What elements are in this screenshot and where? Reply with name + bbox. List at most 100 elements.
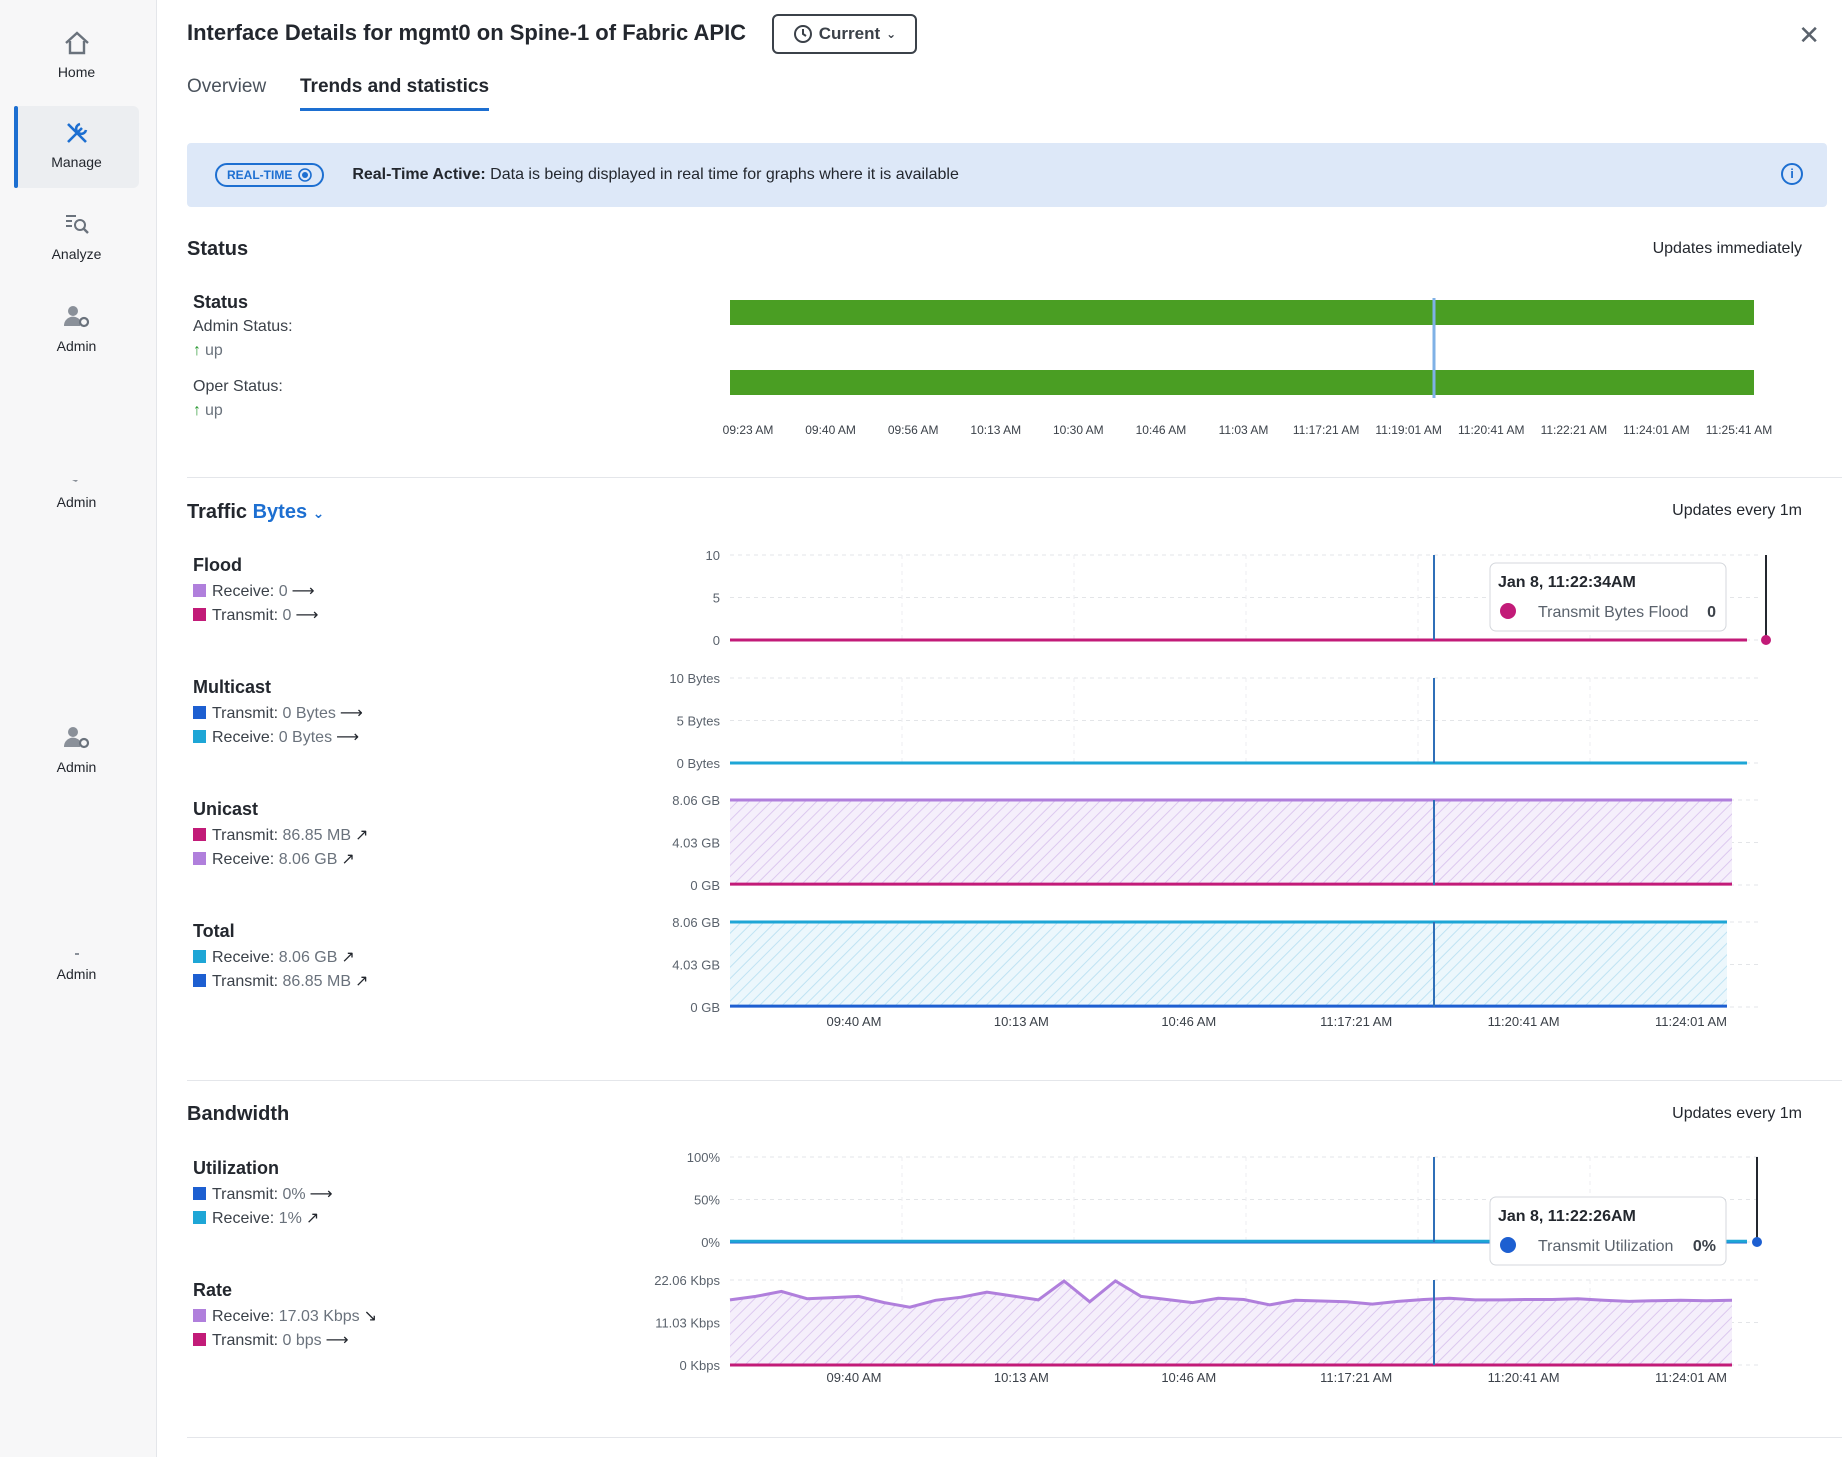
y-tick-label: 50% bbox=[694, 1193, 720, 1208]
trend-up-icon: ↗ bbox=[341, 851, 355, 868]
y-tick-label: 100% bbox=[687, 1150, 721, 1165]
traffic-charts[interactable]: 10 5 0 10 Bytes 5 Bytes 0 Bytes 8.06 GB 4.03 GB… bbox=[557, 540, 1817, 1045]
tick-label: 10:46 AM bbox=[1136, 423, 1187, 437]
rate-transmit: Transmit: 0 bps ⟶ bbox=[193, 1330, 349, 1350]
arrow-up-icon: ↑ bbox=[193, 342, 201, 359]
status-timeline[interactable]: 09:23 AM 09:40 AM 09:56 AM 10:13 AM 10:30 AM… bbox=[557, 296, 1817, 440]
legend-swatch bbox=[193, 730, 206, 743]
legend-value: 0 bbox=[278, 583, 288, 600]
realtime-message: Real-Time Active: Data is being displaye… bbox=[352, 166, 959, 184]
utilization-receive: Receive: 1% ↗ bbox=[193, 1208, 319, 1228]
tick-label: 11:22:21 AM bbox=[1541, 423, 1608, 437]
nav-admin[interactable]: Admin bbox=[14, 290, 139, 372]
tab-overview[interactable]: Overview bbox=[187, 76, 267, 97]
oper-status-value: ↑ up bbox=[193, 402, 223, 420]
traffic-unit-dropdown[interactable]: Bytes ⌄ bbox=[253, 501, 325, 523]
section-title-bandwidth: Bandwidth bbox=[187, 1103, 290, 1125]
tick-label: 10:30 AM bbox=[1053, 423, 1104, 437]
admin-status-text: up bbox=[205, 342, 223, 359]
admin-icon bbox=[63, 306, 89, 328]
info-icon[interactable]: i bbox=[1781, 163, 1803, 185]
series-line bbox=[729, 1279, 1733, 1309]
legend-swatch bbox=[193, 584, 206, 597]
nav-label: Analyze bbox=[51, 246, 102, 262]
nav-label: Admin bbox=[56, 494, 97, 510]
legend-label: Receive: bbox=[212, 949, 275, 966]
realtime-text: Data is being displayed in real time for… bbox=[485, 166, 959, 183]
admin-icon bbox=[74, 953, 79, 955]
y-tick-label: 0 GB bbox=[690, 1000, 720, 1015]
flood-receive: Receive: 0 ⟶ bbox=[193, 581, 315, 601]
admin-icon bbox=[63, 727, 89, 749]
analyze-icon bbox=[65, 215, 89, 234]
clock-icon bbox=[793, 25, 812, 43]
y-tick-label: 0% bbox=[701, 1235, 720, 1250]
tab-trends[interactable]: Trends and statistics bbox=[300, 76, 490, 111]
x-tick-label: 10:13 AM bbox=[994, 1014, 1049, 1029]
x-tick-label: 10:46 AM bbox=[1161, 1014, 1216, 1029]
status-group-title: Status bbox=[193, 292, 249, 312]
tick-label: 09:40 AM bbox=[805, 423, 856, 437]
oper-status-label: Oper Status: bbox=[193, 378, 283, 395]
tick-label: 09:56 AM bbox=[888, 423, 939, 437]
legend-label: Receive: bbox=[212, 1308, 275, 1325]
multicast-title: Multicast bbox=[193, 677, 272, 697]
rate-receive: Receive: 17.03 Kbps ↘ bbox=[193, 1306, 377, 1326]
legend-swatch bbox=[193, 1187, 206, 1200]
time-range-label: Current bbox=[818, 24, 881, 43]
arrow-right-icon: ⟶ bbox=[336, 729, 359, 746]
arrow-up-icon: ↑ bbox=[193, 402, 201, 419]
flood-transmit: Transmit: 0 ⟶ bbox=[193, 605, 318, 625]
close-icon[interactable]: ✕ bbox=[1798, 20, 1820, 50]
trend-up-icon: ↗ bbox=[341, 949, 355, 966]
y-tick-label: 4.03 GB bbox=[672, 836, 720, 851]
admin-status-label: Admin Status: bbox=[193, 318, 293, 335]
legend-value: 0 Bytes bbox=[278, 729, 333, 746]
nav-admin[interactable]: Admin bbox=[14, 446, 139, 528]
legend-value: 86.85 MB bbox=[282, 973, 352, 990]
tooltip-time: Jan 8, 11:22:26AM bbox=[1498, 1208, 1636, 1225]
time-range-button[interactable]: Current ⌄ bbox=[772, 14, 917, 54]
chevron-down-icon: ⌄ bbox=[886, 27, 897, 41]
utilization-transmit: Transmit: 0% ⟶ bbox=[193, 1184, 333, 1204]
tooltip-value: 0% bbox=[1693, 1238, 1716, 1255]
realtime-banner: REAL-TIME Real-Time Active: Data is bein… bbox=[187, 143, 1827, 207]
y-tick-label: 0 Bytes bbox=[677, 756, 721, 771]
trend-down-icon: ↘ bbox=[363, 1308, 378, 1325]
realtime-badge-label: REAL-TIME bbox=[227, 168, 293, 182]
x-tick-label: 09:40 AM bbox=[827, 1370, 882, 1385]
tick-label: 11:17:21 AM bbox=[1293, 423, 1360, 437]
legend-swatch bbox=[193, 608, 206, 621]
unicast-transmit: Transmit: 86.85 MB ↗ bbox=[193, 825, 368, 845]
bandwidth-charts[interactable]: 100% 50% 0% 22.06 Kbps 11.03 Kbps 0 Kbps 09:40… bbox=[557, 1145, 1817, 1405]
y-tick-label: 10 Bytes bbox=[669, 671, 720, 686]
arrow-right-icon: ⟶ bbox=[325, 1332, 349, 1349]
legend-swatch bbox=[193, 828, 206, 841]
arrow-right-icon: ⟶ bbox=[339, 705, 363, 722]
nav-admin[interactable]: Admin bbox=[14, 918, 139, 1000]
status-updates: Updates immediately bbox=[1652, 240, 1802, 257]
y-tick-label: 10 bbox=[706, 548, 720, 563]
legend-value: 8.06 GB bbox=[278, 949, 338, 966]
nav-home[interactable]: Home bbox=[14, 16, 139, 98]
x-tick-label: 11:20:41 AM bbox=[1488, 1370, 1560, 1385]
legend-swatch bbox=[193, 950, 206, 963]
total-transmit: Transmit: 86.85 MB ↗ bbox=[193, 971, 368, 991]
nav-admin[interactable]: Admin bbox=[14, 711, 139, 793]
nav-manage[interactable]: Manage bbox=[14, 106, 139, 188]
tick-label: 11:03 AM bbox=[1219, 423, 1269, 437]
record-icon bbox=[298, 168, 313, 182]
legend-swatch bbox=[193, 852, 206, 865]
legend-label: Transmit: bbox=[212, 1332, 279, 1349]
tooltip-time: Jan 8, 11:22:34AM bbox=[1498, 574, 1636, 591]
legend-value: 8.06 GB bbox=[278, 851, 338, 868]
realtime-badge[interactable]: REAL-TIME bbox=[215, 163, 325, 187]
admin-icon bbox=[71, 480, 78, 482]
multicast-receive: Receive: 0 Bytes ⟶ bbox=[193, 727, 359, 747]
tooltip-label: Transmit Utilization bbox=[1538, 1238, 1673, 1255]
tick-label: 11:24:01 AM bbox=[1623, 423, 1690, 437]
nav-analyze[interactable]: Analyze bbox=[14, 198, 139, 280]
tick-label: 10:13 AM bbox=[970, 423, 1021, 437]
legend-label: Receive: bbox=[212, 583, 275, 600]
legend-label: Receive: bbox=[212, 1210, 275, 1227]
